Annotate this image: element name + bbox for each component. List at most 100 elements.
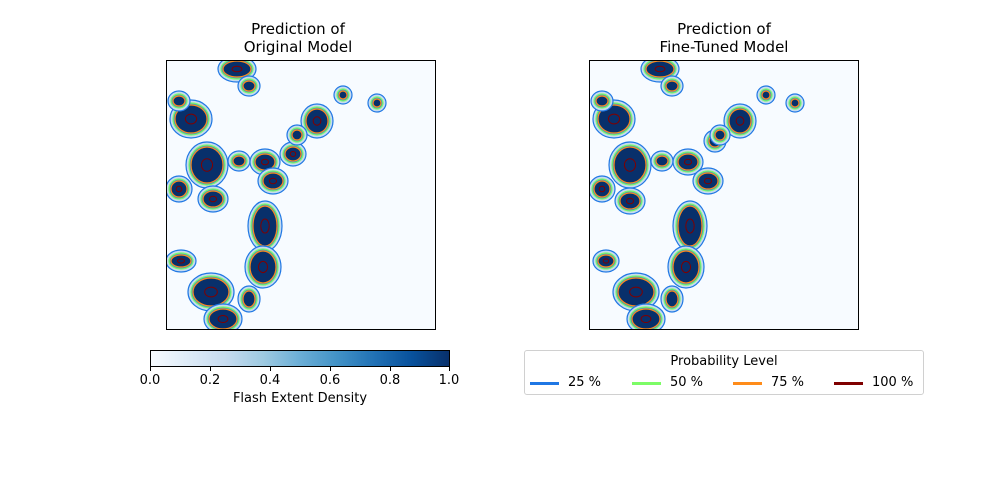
storm-cell-contour-100: [257, 260, 269, 274]
storm-cell-density-core: [597, 254, 615, 268]
storm-cell-density-core: [170, 180, 188, 198]
storm-cell-density-core: [372, 98, 382, 108]
storm-cell-contour-100: [175, 185, 183, 193]
colorbar-tick-label: 0.8: [379, 373, 401, 388]
storm-cell-contour-100: [684, 158, 692, 166]
storm-cell-density-core: [242, 290, 256, 308]
storm-cell-contour-100: [735, 116, 745, 126]
storm-cell-density-core: [208, 308, 238, 329]
legend-label-25: 25 %: [568, 375, 602, 390]
storm-cell-density-core: [617, 277, 655, 307]
legend-title: Probability Level: [670, 354, 778, 369]
storm-cell-contour-100: [654, 65, 666, 73]
storm-cell-contour-100: [704, 177, 712, 185]
colorbar-tick-label: 0.2: [199, 373, 221, 388]
colorbar-tick: [270, 367, 271, 371]
storm-cell-contour-100: [217, 315, 229, 323]
storm-cell-density-core: [595, 95, 609, 107]
storm-cell-contour-100: [184, 113, 198, 125]
left-heatmap-axes: [166, 60, 436, 330]
storm-cell-contour-100: [312, 116, 322, 126]
storm-cell-density-core: [305, 108, 329, 134]
storm-cell-contour-100: [598, 185, 606, 193]
legend-line-75: [733, 382, 762, 385]
colorbar-tick-label: 0.6: [319, 373, 341, 388]
storm-cell-density-core: [761, 90, 771, 100]
storm-cell-density-core: [631, 308, 661, 329]
storm-cell-contour-100: [680, 260, 692, 274]
left-title-line-1: Prediction of: [251, 20, 345, 38]
colorbar-tick: [390, 367, 391, 371]
storm-cell-contour-100: [629, 286, 643, 298]
storm-cell-density-core: [714, 129, 726, 141]
storm-cell-density-core: [242, 80, 256, 92]
legend-line-100: [834, 382, 863, 385]
left-heatmap: [167, 61, 387, 329]
right-heatmap-axes: [589, 60, 859, 330]
storm-cell-contour-100: [209, 195, 217, 203]
storm-cell-density-core: [593, 180, 611, 198]
colorbar-tick-label: 0.0: [139, 373, 161, 388]
left-panel-title: Prediction of Original Model: [163, 20, 433, 56]
storm-cell-density-core: [613, 146, 647, 184]
colorbar-tick: [330, 367, 331, 371]
legend-line-25: [530, 382, 559, 385]
storm-cell-contour-100: [289, 151, 297, 157]
colorbar-tick: [210, 367, 211, 371]
storm-cell-density-core: [665, 80, 679, 92]
storm-cell-density-core: [677, 153, 699, 171]
legend-label-100: 100 %: [872, 375, 914, 390]
colorbar-tick: [449, 367, 450, 371]
right-heatmap: [590, 61, 805, 329]
storm-cell-density-core: [665, 290, 679, 308]
legend-label-75: 75 %: [771, 375, 805, 390]
storm-cell-density-core: [655, 155, 669, 167]
storm-cell-contour-100: [269, 177, 277, 185]
colorbar-tick-label: 1.0: [438, 373, 460, 388]
storm-cell-density-core: [202, 190, 224, 208]
storm-cell-density-core: [338, 90, 348, 100]
storm-cell-density-core: [645, 61, 675, 78]
storm-cell-contour-100: [607, 113, 621, 125]
storm-cell-contour-100: [602, 258, 610, 264]
storm-cell-density-core: [619, 192, 641, 210]
right-panel-title: Prediction of Fine-Tuned Model: [589, 20, 859, 56]
probability-legend: Probability Level 25 % 50 % 75 % 100 %: [524, 350, 924, 395]
legend-line-50: [632, 382, 661, 385]
storm-cell-density-core: [249, 250, 277, 284]
colorbar-tick: [150, 367, 151, 371]
colorbar-label: Flash Extent Density: [232, 391, 368, 406]
storm-cell-density-core: [677, 205, 703, 247]
storm-cell-contour-100: [623, 158, 637, 172]
storm-cell-contour-100: [204, 286, 218, 298]
storm-cell-density-core: [697, 172, 719, 190]
storm-cell-contour-100: [261, 158, 269, 166]
storm-cell-contour-100: [626, 197, 634, 205]
storm-cell-density-core: [222, 61, 252, 78]
storm-cell-density-core: [232, 155, 246, 167]
storm-cell-contour-100: [640, 315, 652, 323]
storm-cell-contour-100: [200, 158, 214, 172]
colorbar-tick-label: 0.4: [259, 373, 281, 388]
storm-cell-density-core: [291, 129, 303, 141]
storm-cell-density-core: [728, 108, 752, 134]
left-title-line-2: Original Model: [243, 38, 353, 56]
storm-cell-contour-100: [260, 218, 270, 234]
storm-cell-density-core: [170, 254, 192, 268]
legend-label-50: 50 %: [670, 375, 704, 390]
storm-cell-density-core: [172, 95, 186, 107]
storm-cell-contour-100: [231, 65, 243, 73]
storm-cell-density-core: [192, 277, 230, 307]
right-title-line-2: Fine-Tuned Model: [659, 38, 789, 56]
storm-cell-density-core: [252, 205, 278, 247]
storm-cell-contour-100: [177, 258, 185, 264]
colorbar: [150, 350, 450, 367]
storm-cell-contour-100: [685, 218, 695, 234]
storm-cell-density-core: [790, 98, 800, 108]
storm-cell-density-core: [597, 104, 631, 134]
storm-cell-density-core: [174, 104, 208, 134]
right-title-line-1: Prediction of: [677, 20, 771, 38]
storm-cell-density-core: [262, 172, 284, 190]
storm-cell-density-core: [284, 146, 302, 162]
storm-cell-density-core: [672, 250, 700, 284]
